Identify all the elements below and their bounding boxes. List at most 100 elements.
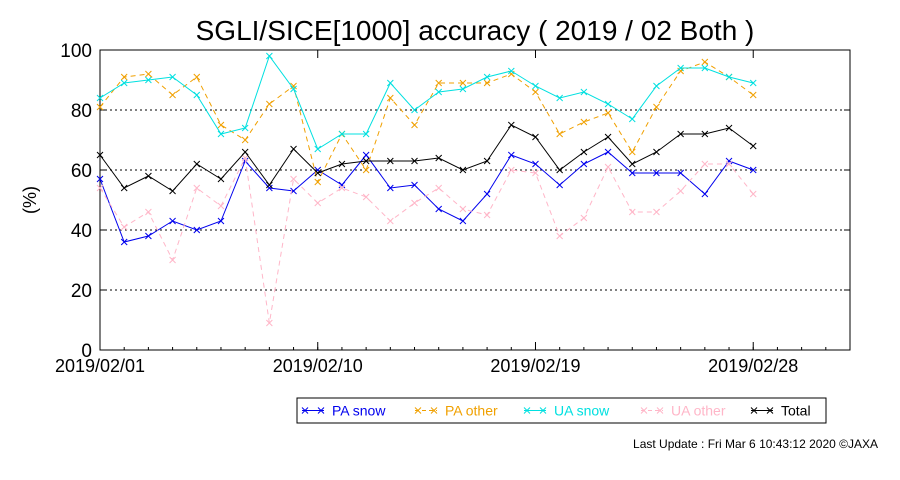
data-point-total xyxy=(193,160,201,168)
data-point-pa-other xyxy=(145,70,152,78)
legend-marker-ua-snow xyxy=(539,407,547,414)
data-point-pa-snow xyxy=(580,160,588,168)
data-point-pa-other xyxy=(193,73,201,81)
y-tick-label-100: 100 xyxy=(60,41,92,62)
data-point-total xyxy=(411,157,418,165)
series-total xyxy=(96,121,757,195)
data-point-pa-other xyxy=(241,136,249,144)
data-point-ua-other xyxy=(362,193,370,201)
plot-area-frame xyxy=(99,49,851,351)
data-point-pa-snow xyxy=(338,181,346,189)
data-point-pa-snow xyxy=(701,190,709,198)
data-point-pa-other xyxy=(96,103,104,111)
data-point-pa-snow xyxy=(435,205,443,213)
legend-marker-ua-other xyxy=(640,407,648,414)
data-point-total xyxy=(483,157,491,165)
legend-label-ua-other: UA other xyxy=(671,403,726,419)
series-line-ua-snow xyxy=(99,54,754,150)
data-point-pa-other xyxy=(532,88,539,96)
data-point-pa-other xyxy=(580,118,588,126)
data-point-pa-other xyxy=(483,79,491,87)
data-point-total xyxy=(120,184,128,192)
data-point-ua-other xyxy=(435,184,443,192)
data-point-ua-snow xyxy=(459,85,467,93)
data-point-ua-snow xyxy=(749,79,757,87)
data-point-total xyxy=(169,187,176,195)
data-point-pa-other xyxy=(386,94,394,102)
data-point-pa-other xyxy=(169,91,176,99)
data-point-ua-other xyxy=(532,169,539,177)
legend-marker-ua-snow xyxy=(523,407,531,414)
data-point-pa-snow xyxy=(507,151,515,159)
data-point-ua-snow xyxy=(411,106,418,114)
data-point-pa-snow xyxy=(217,217,225,225)
data-point-ua-other xyxy=(483,211,491,219)
data-point-total xyxy=(725,124,733,132)
data-point-pa-other xyxy=(628,148,636,156)
data-point-ua-snow xyxy=(362,130,370,138)
legend-marker-total xyxy=(766,407,774,414)
data-point-ua-snow xyxy=(290,85,297,93)
legend-marker-pa-other xyxy=(430,407,438,414)
data-point-ua-snow xyxy=(169,73,176,81)
legend-marker-pa-other xyxy=(414,407,422,414)
x-tick-label-1: 2019/02/01 xyxy=(55,356,145,376)
data-point-ua-other xyxy=(266,319,273,327)
data-point-ua-snow xyxy=(507,67,515,75)
data-point-total xyxy=(677,130,684,138)
data-point-total xyxy=(459,166,467,174)
data-point-pa-snow xyxy=(386,184,394,192)
data-point-total xyxy=(145,172,152,180)
data-point-ua-other xyxy=(169,256,176,264)
data-point-ua-other xyxy=(580,214,588,222)
data-point-total xyxy=(314,169,322,177)
data-point-total xyxy=(338,160,346,168)
legend-label-total: Total xyxy=(781,403,811,419)
data-point-ua-snow xyxy=(532,82,539,90)
data-point-total xyxy=(96,151,104,159)
data-point-ua-snow xyxy=(701,64,709,72)
data-point-pa-other xyxy=(459,79,467,87)
data-point-ua-other xyxy=(628,208,636,216)
data-point-pa-other xyxy=(701,58,709,66)
data-point-ua-other xyxy=(677,187,684,195)
data-point-ua-other xyxy=(604,163,612,171)
data-point-pa-snow xyxy=(653,169,660,177)
data-point-pa-snow xyxy=(96,175,104,183)
data-point-ua-other xyxy=(96,184,104,192)
legend-item-pa-snow: PA snow xyxy=(301,403,386,419)
data-point-ua-other xyxy=(386,217,394,225)
data-point-total xyxy=(653,148,660,156)
y-tick-label-0: 0 xyxy=(81,341,92,362)
data-point-total xyxy=(701,130,709,138)
data-point-total xyxy=(386,157,394,165)
data-point-pa-other xyxy=(314,178,322,186)
data-point-pa-snow xyxy=(483,190,491,198)
data-point-pa-snow xyxy=(628,169,636,177)
data-point-pa-snow xyxy=(604,148,612,156)
data-point-ua-other xyxy=(338,184,346,192)
data-point-ua-snow xyxy=(604,100,612,108)
data-point-total xyxy=(241,148,249,156)
data-point-ua-snow xyxy=(653,82,660,90)
data-point-ua-other xyxy=(241,154,249,162)
y-tick-label-80: 80 xyxy=(71,101,92,122)
data-point-pa-other xyxy=(290,82,297,90)
data-point-pa-other xyxy=(653,103,660,111)
series-pa-other xyxy=(96,58,757,186)
y-axis-label: (%) xyxy=(20,186,40,214)
data-point-pa-snow xyxy=(120,238,128,246)
data-point-pa-snow xyxy=(749,166,757,174)
data-point-ua-other xyxy=(653,208,660,216)
x-tick-label-28: 2019/02/28 xyxy=(708,356,798,376)
data-point-ua-snow xyxy=(556,94,564,102)
data-point-ua-other xyxy=(749,190,757,198)
data-point-ua-snow xyxy=(120,79,128,87)
data-point-ua-other xyxy=(217,202,225,210)
series-line-pa-snow xyxy=(99,151,754,243)
data-point-ua-snow xyxy=(217,130,225,138)
legend-label-ua-snow: UA snow xyxy=(554,403,610,419)
data-point-total xyxy=(435,154,443,162)
data-point-pa-other xyxy=(362,166,370,174)
